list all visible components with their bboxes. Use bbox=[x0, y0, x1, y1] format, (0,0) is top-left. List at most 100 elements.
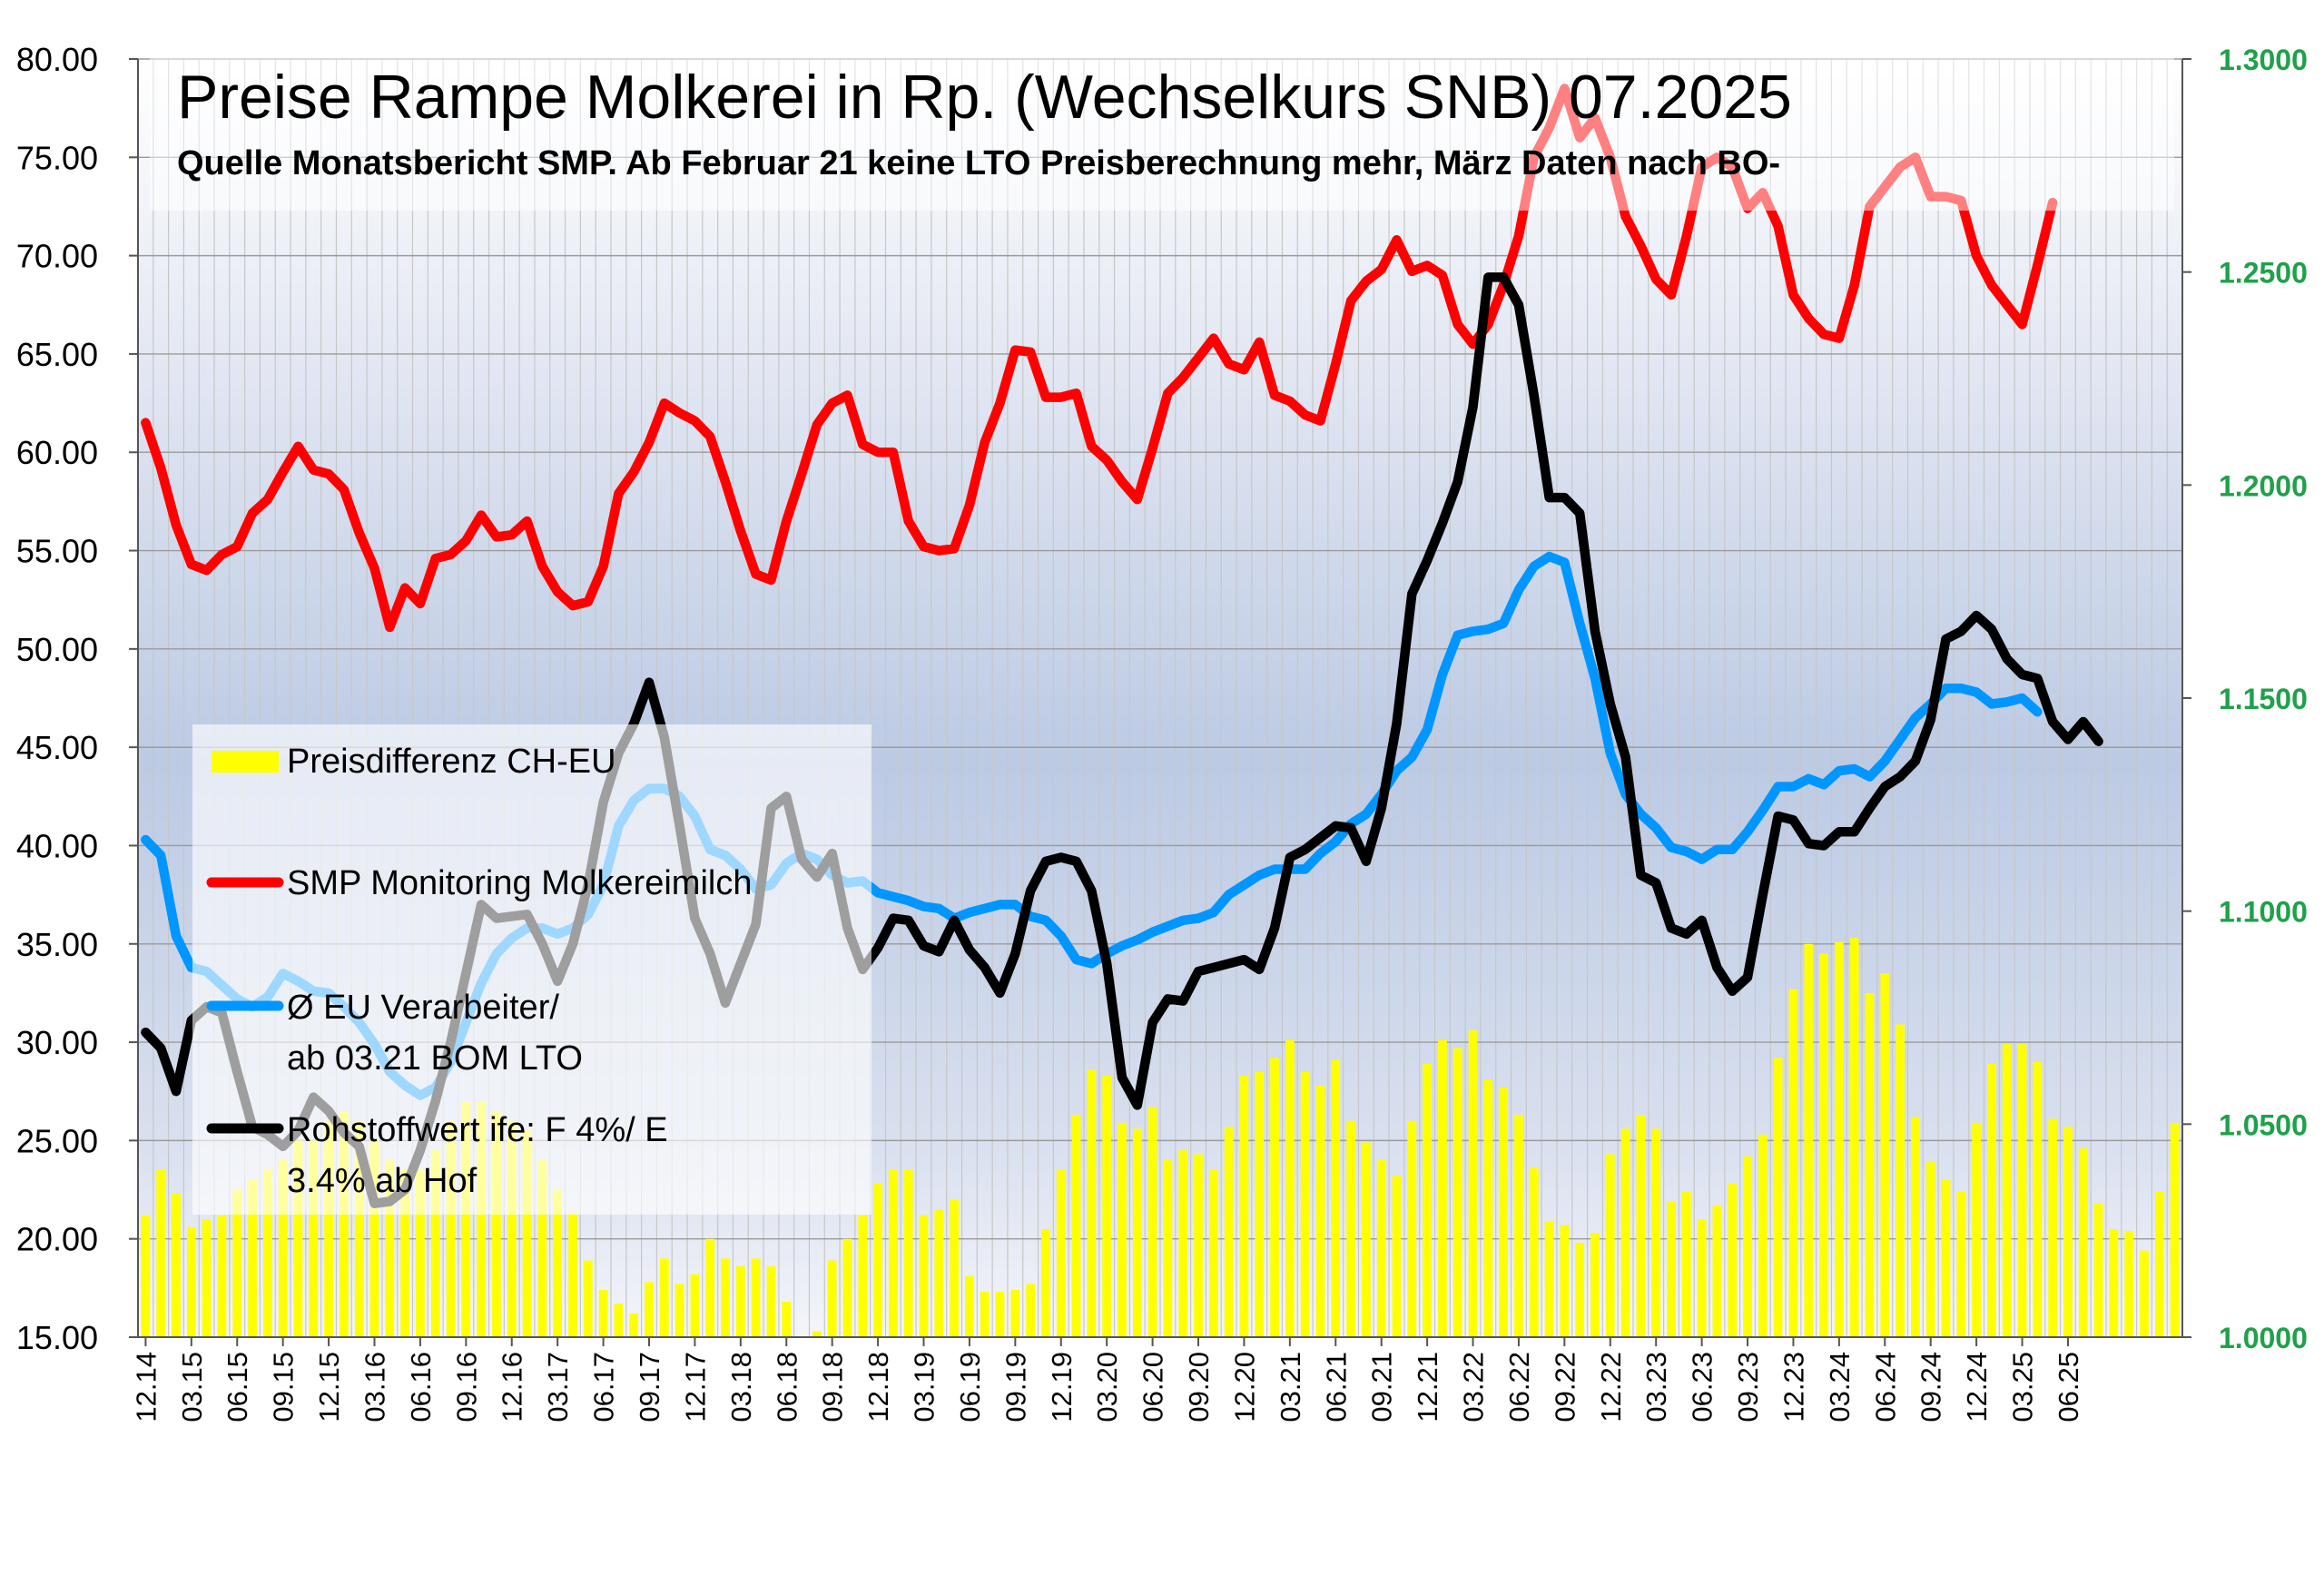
x-tick-label: 06.18 bbox=[771, 1352, 803, 1423]
bar bbox=[1896, 1024, 1905, 1337]
bar bbox=[1056, 1169, 1066, 1337]
bar bbox=[950, 1199, 959, 1337]
bar bbox=[1331, 1059, 1341, 1337]
legend-swatch-bar bbox=[212, 751, 279, 773]
bar bbox=[1255, 1071, 1265, 1337]
bar bbox=[2033, 1061, 2043, 1337]
bar bbox=[2048, 1118, 2058, 1337]
x-tick-label: 12.20 bbox=[1228, 1352, 1260, 1423]
bar bbox=[400, 1169, 409, 1337]
bar bbox=[232, 1189, 242, 1337]
bar bbox=[1315, 1085, 1325, 1337]
x-tick-label: 09.24 bbox=[1915, 1352, 1947, 1423]
bar bbox=[1758, 1134, 1768, 1337]
bar bbox=[1911, 1117, 1920, 1337]
legend-label-line: ab 03.21 BOM LTO bbox=[287, 1039, 583, 1078]
bar bbox=[645, 1282, 654, 1337]
bar bbox=[1972, 1122, 1981, 1337]
bar bbox=[2140, 1250, 2149, 1337]
bar bbox=[492, 1110, 501, 1337]
bar bbox=[1925, 1162, 1935, 1337]
x-tick-label: 12.16 bbox=[497, 1352, 528, 1423]
bar bbox=[477, 1101, 487, 1337]
bar bbox=[553, 1189, 563, 1337]
y-tick-label-left: 15.00 bbox=[16, 1319, 98, 1356]
bar bbox=[629, 1314, 639, 1337]
bar bbox=[2002, 1044, 2012, 1337]
bar bbox=[1163, 1160, 1173, 1337]
bar bbox=[1697, 1219, 1707, 1337]
bar bbox=[172, 1193, 181, 1337]
bar bbox=[1087, 1069, 1097, 1337]
bar bbox=[1423, 1063, 1432, 1337]
x-tick-label: 06.15 bbox=[222, 1352, 253, 1423]
bar bbox=[293, 1140, 303, 1337]
bar bbox=[1636, 1115, 1646, 1337]
bar bbox=[1102, 1075, 1112, 1337]
bar bbox=[2109, 1228, 2119, 1337]
y-tick-label-left: 55.00 bbox=[16, 533, 98, 570]
x-tick-label: 12.17 bbox=[679, 1352, 711, 1423]
legend-label-eu: Ø EU Verarbeiter/ab 03.21 BOM LTO bbox=[287, 989, 583, 1078]
bar bbox=[1620, 1128, 1630, 1337]
bar bbox=[340, 1110, 349, 1337]
bar bbox=[766, 1266, 776, 1337]
x-tick-label: 03.17 bbox=[542, 1352, 574, 1423]
bar bbox=[1590, 1233, 1600, 1337]
x-tick-label: 12.21 bbox=[1412, 1352, 1443, 1423]
bar bbox=[1239, 1075, 1249, 1337]
bar bbox=[858, 1215, 868, 1337]
bar bbox=[1788, 989, 1798, 1337]
x-tick-label: 06.23 bbox=[1687, 1352, 1718, 1423]
title-backdrop bbox=[150, 56, 2174, 211]
x-tick-label: 09.15 bbox=[268, 1352, 300, 1423]
bar bbox=[141, 1215, 151, 1337]
bar bbox=[2017, 1044, 2027, 1337]
bar bbox=[705, 1238, 715, 1337]
bar bbox=[1392, 1176, 1402, 1337]
bar bbox=[1834, 941, 1844, 1337]
bar bbox=[1376, 1160, 1386, 1337]
bar bbox=[1026, 1284, 1036, 1337]
bar bbox=[1071, 1115, 1081, 1337]
bar-series bbox=[141, 938, 2180, 1337]
y-tick-label-left: 70.00 bbox=[16, 238, 98, 275]
bar bbox=[369, 1140, 379, 1337]
x-tick-label: 03.16 bbox=[359, 1352, 390, 1423]
bar bbox=[324, 1120, 333, 1337]
bar bbox=[1362, 1142, 1371, 1337]
bar bbox=[873, 1184, 882, 1337]
y-tick-label-left: 75.00 bbox=[16, 139, 98, 176]
y-tick-label-right: 1.0000 bbox=[2219, 1322, 2308, 1354]
bar bbox=[1285, 1039, 1295, 1337]
bar bbox=[278, 1160, 288, 1337]
y-tick-label-left: 80.00 bbox=[16, 41, 98, 78]
bar bbox=[1987, 1063, 1996, 1337]
x-tick-label: 12.15 bbox=[313, 1352, 345, 1423]
bar bbox=[995, 1292, 1005, 1337]
bar bbox=[262, 1169, 272, 1337]
y-tick-label-left: 30.00 bbox=[16, 1024, 98, 1061]
bar bbox=[1575, 1243, 1585, 1337]
bar bbox=[1667, 1201, 1676, 1337]
bar bbox=[1681, 1191, 1691, 1337]
x-tick-label: 12.14 bbox=[130, 1352, 162, 1423]
axes: 15.00 20.00 25.00 30.00 35.00 40.00 45.00 50.00… bbox=[16, 41, 2308, 1423]
bar bbox=[1178, 1150, 1188, 1337]
bar bbox=[1728, 1184, 1738, 1337]
x-tick-label: 03.20 bbox=[1091, 1352, 1123, 1423]
bar bbox=[1041, 1228, 1050, 1337]
bar bbox=[659, 1258, 669, 1337]
x-tick-label: 09.23 bbox=[1732, 1352, 1764, 1423]
bar bbox=[2170, 1122, 2180, 1337]
bar bbox=[614, 1304, 624, 1337]
x-tick-label: 03.23 bbox=[1640, 1352, 1672, 1423]
bar bbox=[2124, 1231, 2134, 1337]
bar bbox=[507, 1120, 517, 1337]
legend-label-rohstoffwert: Rohstoffwert ife: F 4%/ E 3.4% ab Hof bbox=[287, 1111, 668, 1200]
x-tick-label: 03.19 bbox=[909, 1352, 940, 1423]
bar bbox=[1118, 1122, 1127, 1337]
bar bbox=[980, 1292, 990, 1337]
x-tick-label: 06.21 bbox=[1320, 1352, 1352, 1423]
